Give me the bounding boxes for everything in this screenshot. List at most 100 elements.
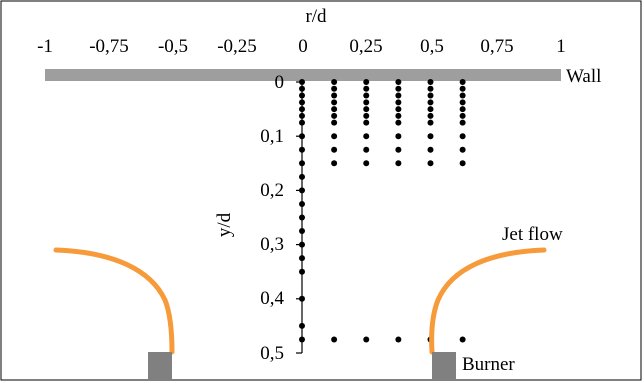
centerline-point (299, 322, 305, 329)
wall-bar (45, 69, 561, 81)
near-wall-point (331, 119, 338, 126)
x-axis-title: r/d (305, 6, 327, 27)
near-wall-point (363, 146, 370, 153)
centerline-point (299, 255, 305, 262)
x-tick-label: 0 (298, 36, 308, 57)
y-tick-label: 0,1 (260, 126, 284, 147)
near-wall-point (331, 92, 338, 99)
near-wall-point (331, 160, 338, 167)
centerline-point (299, 336, 305, 343)
near-wall-point (331, 112, 338, 119)
near-wall-point (459, 106, 466, 113)
x-tick-label: 1 (556, 36, 566, 57)
y-tick-label: 0,2 (260, 180, 284, 201)
near-wall-point (395, 99, 402, 106)
x-tick-label: 0,5 (420, 36, 444, 57)
near-wall-point (427, 92, 434, 99)
jet-flow-curve-left (53, 247, 175, 355)
measurement-points (299, 79, 466, 343)
x-tick-label: 0,75 (480, 36, 513, 57)
y-tick-label: 0,3 (260, 234, 284, 255)
near-wall-point (331, 133, 338, 140)
near-wall-point (331, 99, 338, 106)
near-wall-point (395, 160, 402, 167)
y-tick-label: 0,5 (260, 343, 284, 364)
centerline-point (299, 268, 305, 275)
near-wall-point (459, 92, 466, 99)
centerline-point (299, 112, 305, 119)
near-wall-point (363, 99, 370, 106)
near-wall-point (459, 146, 466, 153)
near-wall-point (363, 85, 370, 92)
near-wall-point (395, 119, 402, 126)
centerline-point (299, 295, 305, 302)
near-wall-point (427, 112, 434, 119)
x-tick-label: -0,75 (89, 36, 129, 57)
near-wall-point (395, 112, 402, 119)
near-wall-point (459, 85, 466, 92)
lower-row-point (331, 336, 338, 343)
near-wall-point (331, 85, 338, 92)
lower-row-point (459, 336, 466, 343)
near-wall-point (427, 119, 434, 126)
burner-label: Burner (462, 354, 515, 375)
near-wall-point (427, 99, 434, 106)
centerline-point (299, 85, 305, 92)
centerline-point (299, 214, 305, 221)
near-wall-point (331, 106, 338, 113)
y-axis-title: y/d (214, 212, 235, 237)
near-wall-point (395, 106, 402, 113)
near-wall-point (427, 133, 434, 140)
near-wall-point (331, 146, 338, 153)
centerline-point (299, 241, 305, 248)
near-wall-point (459, 133, 466, 140)
near-wall-point (395, 92, 402, 99)
near-wall-point (363, 92, 370, 99)
y-tick-label: 0 (275, 72, 285, 93)
near-wall-point (427, 79, 434, 85)
x-tick-label: -0,5 (158, 36, 188, 57)
near-wall-point (427, 146, 434, 153)
near-wall-point (363, 119, 370, 126)
jet-flow-label: Jet flow (502, 224, 563, 245)
burner-left (148, 352, 172, 379)
near-wall-point (395, 85, 402, 92)
burner-right (432, 352, 456, 379)
centerline-point (299, 106, 305, 113)
near-wall-point (363, 106, 370, 113)
near-wall-point (427, 85, 434, 92)
near-wall-point (427, 106, 434, 113)
near-wall-point (459, 160, 466, 167)
centerline-point (299, 160, 305, 167)
centerline-point (299, 228, 305, 235)
near-wall-point (459, 119, 466, 126)
near-wall-point (363, 160, 370, 167)
near-wall-point (395, 79, 402, 85)
centerline-point (299, 119, 305, 126)
near-wall-point (363, 79, 370, 85)
centerline-point (299, 99, 305, 106)
near-wall-point (395, 133, 402, 140)
x-tick-label: 0,25 (349, 36, 382, 57)
centerline-point (299, 79, 305, 85)
x-tick-label: -0,25 (217, 36, 257, 57)
near-wall-point (363, 133, 370, 140)
x-tick-label: -1 (37, 36, 53, 57)
near-wall-point (395, 146, 402, 153)
centerline-point (299, 92, 305, 99)
near-wall-point (363, 112, 370, 119)
near-wall-point (459, 99, 466, 106)
centerline-point (299, 146, 305, 153)
centerline-point (299, 173, 305, 180)
lower-row-point (395, 336, 402, 343)
near-wall-point (427, 160, 434, 167)
centerline-point (299, 133, 305, 140)
y-tick-label: 0,4 (260, 288, 284, 309)
jet-flow-curve-right (429, 247, 547, 355)
centerline-point (299, 187, 305, 194)
lower-row-point (363, 336, 370, 343)
near-wall-point (331, 79, 338, 85)
near-wall-point (459, 112, 466, 119)
